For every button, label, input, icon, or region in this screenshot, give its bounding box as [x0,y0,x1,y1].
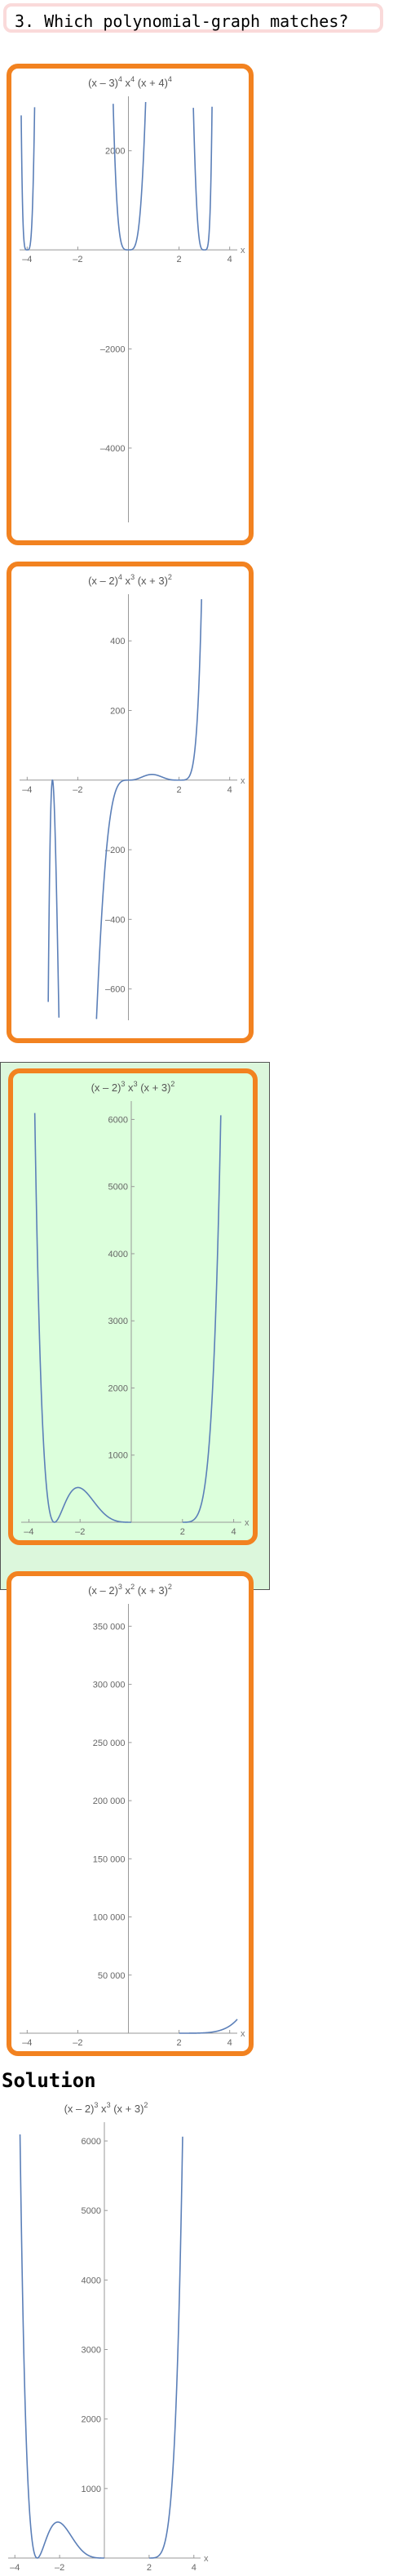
option-4[interactable]: (x – 2)3 x2 (x + 3)2 x –4 –2 2 4 50 000 100 000… [7,1571,254,2056]
x-axis-label: x [241,246,245,255]
y-tick-label: 200 [110,706,125,716]
y-tick-label: 1000 [82,2485,101,2494]
y-tick-label: 4000 [108,1250,128,1259]
chart-title: (x – 2)3 x2 (x + 3)2 [88,1583,172,1597]
x-tick-label: 4 [232,1527,236,1537]
chart-title: (x – 2)4 x3 (x + 3)2 [88,573,172,587]
solution-heading: Solution [2,2069,96,2092]
y-tick-label: 3000 [108,1317,128,1326]
y-tick-label: 5000 [108,1183,128,1193]
x-tick-label: –4 [24,1527,33,1537]
x-tick-label: –4 [22,785,32,795]
y-tick-label: 250 000 [93,1739,126,1748]
x-tick-label: –4 [22,255,32,264]
option-1[interactable]: (x – 3)4 x4 (x + 4)4 x –4 –2 2 4 2000 –2000 –400… [7,64,254,545]
y-tick-label: 300 000 [93,1681,126,1690]
y-tick-label: 350 000 [93,1622,126,1632]
series-line [33,1113,222,1523]
option-2[interactable]: (x – 2)4 x3 (x + 3)2 x –4 –2 2 4 400 200 –200 –40… [7,562,254,1043]
y-tick-label: 50 000 [98,1971,126,1981]
y-tick-label: 400 [110,637,125,646]
series-line [19,2134,183,2559]
y-tick-label: –200 [105,846,125,855]
y-tick-label: 6000 [108,1115,128,1125]
y-tick-label: 6000 [82,2137,101,2147]
chart-4: (x – 2)3 x2 (x + 3)2 x –4 –2 2 4 50 000 100 000… [20,1583,245,2048]
x-tick-label: 2 [177,785,182,795]
x-tick-label: –2 [73,785,82,795]
option-3[interactable]: (x – 2)3 x3 (x + 3)2 x –4 –2 2 4 1000 2000 3000 4… [8,1068,258,1545]
chart-1: (x – 3)4 x4 (x + 4)4x–4 –2 2 42000–2000–400… [20,75,245,522]
series-line [20,101,213,251]
y-tick-label: 4000 [82,2276,101,2285]
x-axis-label: x [204,2554,209,2564]
x-tick-label: –2 [75,1527,85,1537]
chart-3: (x – 2)3 x3 (x + 3)2 x –4 –2 2 4 1000 2000 3000 4… [21,1080,249,1537]
x-tick-label: 4 [227,2038,232,2048]
chart-title: (x – 2)3 x3 (x + 3)2 [64,2101,148,2115]
series-line [47,599,202,1019]
y-tick-label: 200 000 [93,1797,126,1806]
solution-plot-container: (x – 2)3 x3 (x + 3)2 x –4 –2 2 4 1000 2000 3000 4… [0,2094,212,2576]
chart-title: (x – 3)4 x4 (x + 4)4 [88,75,172,89]
y-tick-label: 2000 [82,2415,101,2425]
x-tick-label: 4 [227,255,232,264]
y-tick-label: 2000 [108,1383,128,1393]
x-tick-label: –2 [55,2563,64,2573]
x-tick-label: 4 [227,785,232,795]
y-tick-label: –400 [105,915,125,925]
x-axis-label: x [245,1518,249,1528]
x-tick-label: 4 [192,2563,196,2573]
y-tick-label: 3000 [82,2346,101,2356]
y-tick-label: 100 000 [93,1913,126,1923]
y-tick-label: –4000 [100,444,126,454]
x-axis-label: x [241,2029,245,2039]
y-tick-label: 1000 [108,1451,128,1461]
chart-2: (x – 2)4 x3 (x + 3)2 x –4 –2 2 4 400 200 –200 –40… [20,573,245,1020]
x-tick-label: 2 [177,255,182,264]
chart-title: (x – 2)3 x3 (x + 3)2 [91,1080,175,1094]
y-tick-label: –2000 [100,345,126,355]
chart-5: (x – 2)3 x3 (x + 3)2 x –4 –2 2 4 1000 2000 3000 4… [8,2101,209,2573]
y-tick-label: –600 [105,985,125,995]
x-tick-label: –4 [10,2563,20,2573]
x-tick-label: 2 [180,1527,185,1537]
x-tick-label: 2 [147,2563,152,2573]
question-label: 3. Which polynomial-graph matches? [15,11,349,31]
question-banner: 3. Which polynomial-graph matches? [3,3,383,33]
series-line [179,2019,238,2034]
x-axis-label: x [241,776,245,786]
x-tick-label: 2 [177,2038,182,2048]
x-tick-label: –4 [22,2038,32,2048]
y-tick-label: 5000 [82,2206,101,2216]
y-tick-label: 150 000 [93,1854,126,1864]
x-tick-label: –2 [73,255,82,264]
x-tick-label: –2 [73,2038,82,2048]
